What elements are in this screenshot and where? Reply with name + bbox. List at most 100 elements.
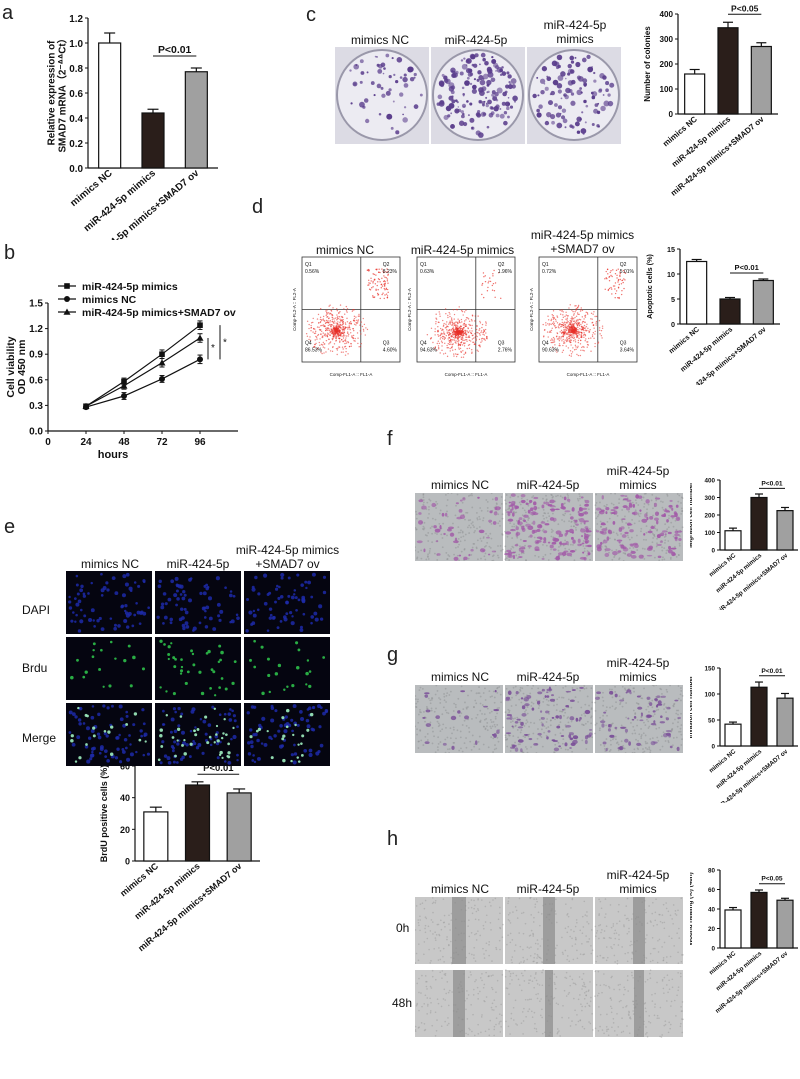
- migration-pore: [454, 546, 457, 549]
- migration-pore: [570, 520, 573, 523]
- invasion-pore: [487, 746, 490, 749]
- invasion-pore: [617, 749, 620, 752]
- dapi-nucleus: [98, 616, 102, 621]
- flow-event: [451, 347, 453, 349]
- colony-dot: [377, 68, 383, 74]
- dapi-nucleus: [180, 607, 184, 611]
- migration-pore: [594, 504, 597, 507]
- flow-event: [577, 323, 579, 326]
- brdu-nucleus: [92, 734, 96, 738]
- dapi-nucleus: [270, 704, 274, 708]
- migration-pore: [476, 527, 478, 530]
- colony-dot: [365, 118, 370, 124]
- flow-event: [462, 314, 464, 316]
- invasion-pore: [439, 698, 442, 701]
- invasion-pore: [459, 730, 462, 733]
- flow-event: [325, 327, 327, 330]
- migration-pore: [471, 546, 474, 549]
- dapi-nucleus: [293, 752, 298, 756]
- migration-cell: [621, 518, 626, 520]
- invasion-pore: [471, 734, 474, 737]
- colony-dot: [437, 94, 443, 100]
- migration-pore: [440, 533, 443, 536]
- migration-cell: [653, 502, 658, 507]
- brdu-nucleus: [103, 730, 107, 733]
- colony-dot: [584, 121, 587, 124]
- dapi-nucleus: [246, 711, 250, 715]
- flow-event: [570, 353, 573, 355]
- flow-event: [342, 329, 344, 331]
- flow-event: [448, 343, 451, 346]
- migration-cell: [511, 506, 514, 511]
- flow-q2-value: 1.96%: [498, 269, 513, 275]
- migration-pore: [477, 558, 479, 561]
- flow-event: [459, 326, 461, 329]
- migration-cell: [527, 509, 531, 514]
- migration-pore: [586, 554, 588, 557]
- flow-event: [344, 335, 346, 337]
- flow-event: [595, 320, 598, 323]
- migration-cell: [514, 505, 518, 510]
- flow-event: [551, 314, 553, 316]
- migration-pore: [446, 510, 448, 513]
- dapi-nucleus: [86, 759, 91, 764]
- b-xtick-label: 24: [80, 437, 92, 448]
- dapi-nucleus: [180, 712, 184, 716]
- brdu-nucleus: [213, 694, 217, 697]
- flow-q1-value: 0.72%: [542, 269, 557, 275]
- invasion-cell: [524, 703, 530, 707]
- colony-dot: [471, 126, 474, 130]
- dapi-nucleus: [75, 602, 80, 607]
- flow-event: [459, 344, 462, 347]
- flow-event: [316, 348, 319, 350]
- invasion-pore: [453, 741, 456, 744]
- migration-cell: [562, 506, 566, 510]
- flow-event: [575, 320, 578, 323]
- migration-pore: [497, 556, 500, 559]
- flow-event: [347, 341, 350, 344]
- a-ylabel: Relative expression ofSMAD7 mRNA（2⁻ᐞᐞCt）: [47, 33, 69, 152]
- flow-event: [338, 316, 341, 318]
- flow-event: [583, 329, 585, 332]
- invasion-cell: [509, 715, 513, 721]
- flow-event: [571, 351, 574, 353]
- dapi-nucleus: [324, 710, 328, 714]
- migration-pore: [525, 559, 527, 561]
- flow-event: [568, 339, 571, 342]
- dapi-nucleus: [71, 712, 76, 717]
- brdu-nucleus: [159, 686, 162, 689]
- migration-pore: [547, 512, 550, 515]
- migration-pore: [517, 495, 520, 498]
- flow-event: [342, 326, 345, 328]
- flow-event: [584, 321, 586, 323]
- invasion-pore: [580, 714, 583, 716]
- flow-event: [498, 272, 500, 274]
- migration-pore: [516, 519, 518, 522]
- invasion-pore: [451, 732, 453, 735]
- invasion-pore: [571, 750, 574, 753]
- migration-cell: [542, 541, 547, 544]
- flow-event: [598, 329, 601, 332]
- migration-cell: [627, 522, 632, 526]
- flow-event: [457, 353, 459, 356]
- flow-event: [322, 315, 325, 318]
- colony-dot: [362, 105, 366, 109]
- invasion-pore: [620, 740, 623, 743]
- migration-pore: [636, 549, 639, 551]
- colony-dot: [536, 112, 542, 118]
- flow-event: [453, 355, 455, 357]
- flow-event: [325, 351, 327, 353]
- flow-event: [446, 355, 449, 358]
- migration-cell: [621, 534, 627, 538]
- migration-pore: [612, 503, 615, 506]
- colony-dot: [376, 83, 382, 89]
- migration-cell: [566, 552, 573, 557]
- migration-pore: [518, 553, 521, 556]
- invasion-pore: [549, 724, 552, 727]
- flow-event: [355, 316, 357, 318]
- migration-pore: [578, 495, 581, 498]
- migration-pore: [425, 558, 428, 561]
- invasion-cell: [435, 715, 440, 719]
- flow-event: [343, 308, 345, 310]
- migration-cell: [530, 507, 534, 512]
